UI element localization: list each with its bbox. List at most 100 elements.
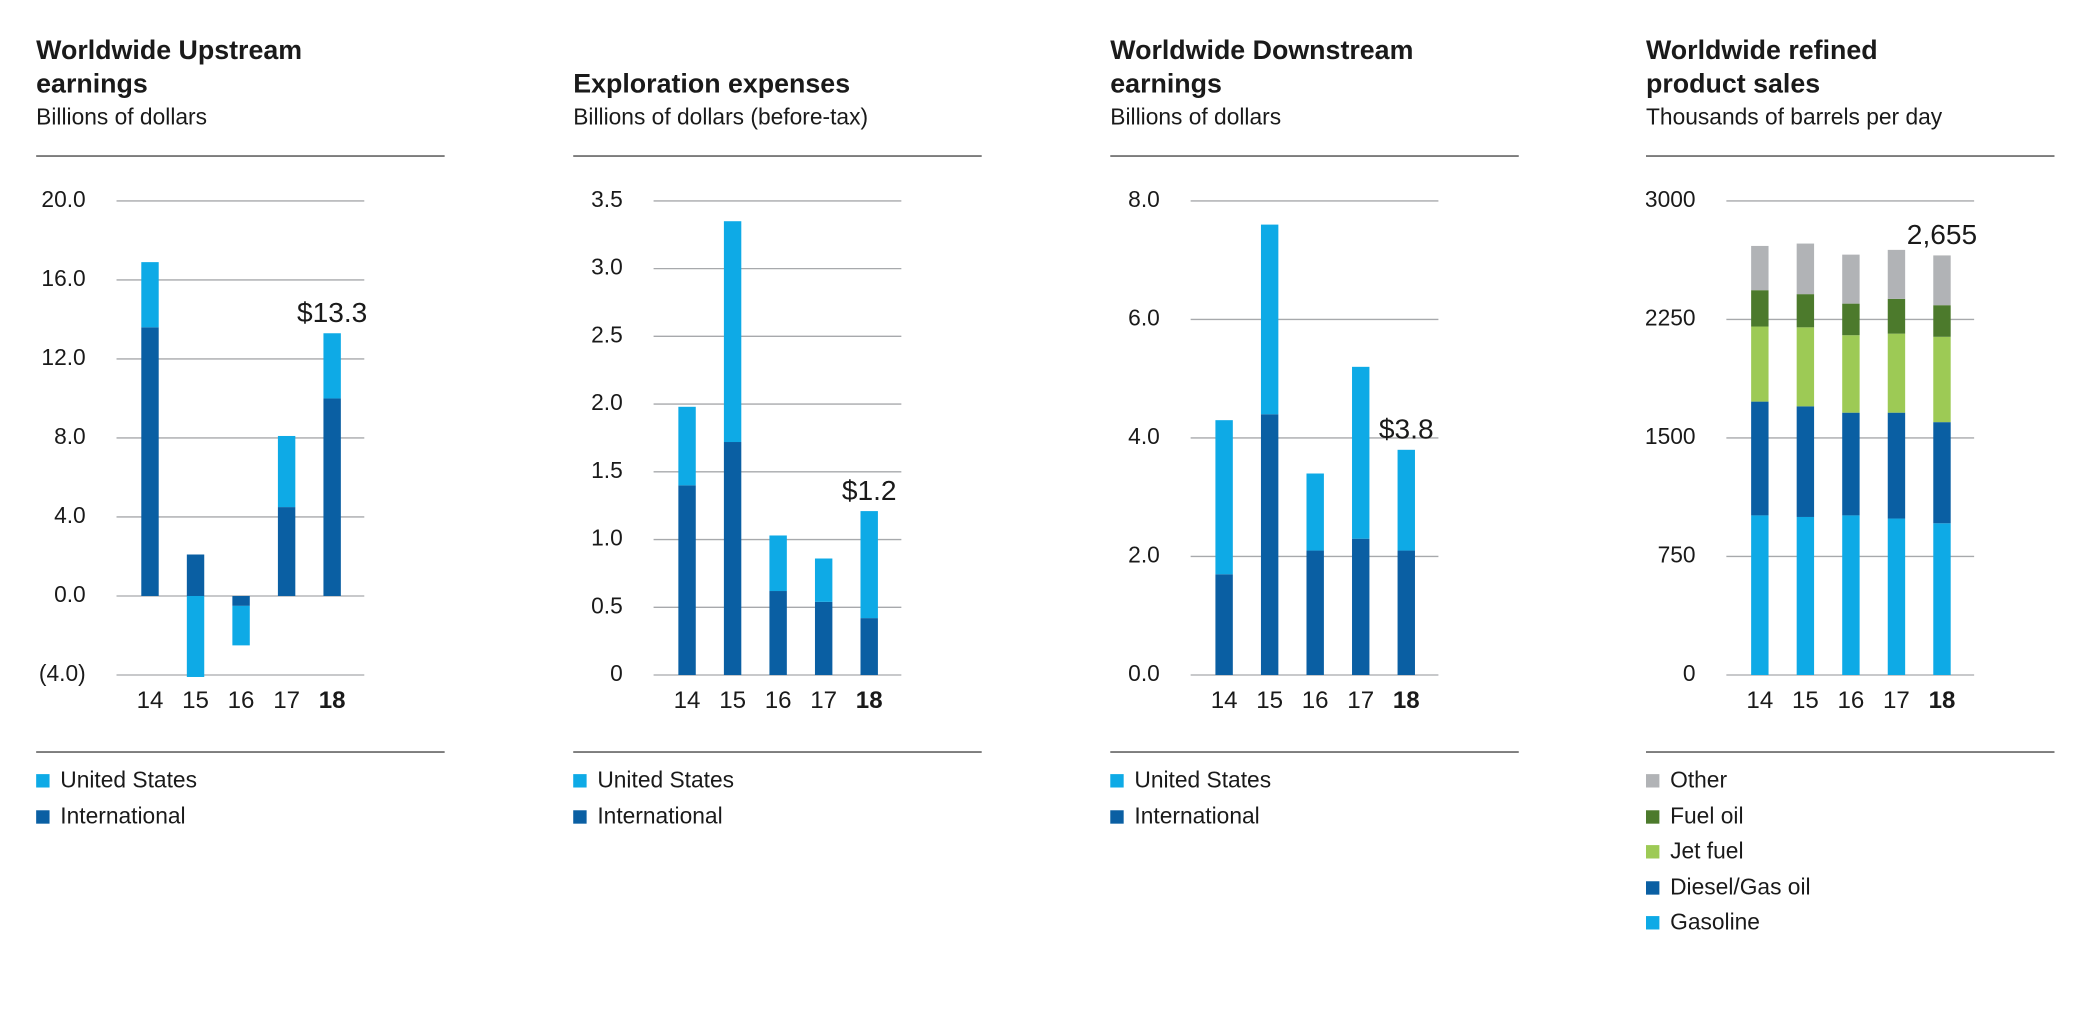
- bar-segment: [1842, 335, 1860, 413]
- title-box: Worldwide refined product sales: [1646, 32, 1967, 102]
- chart-title: Worldwide Upstream earnings: [36, 36, 303, 100]
- legend-item: Fuel oil: [1645, 799, 1811, 834]
- chart-title: Worldwide Downstream earnings: [1110, 36, 1414, 100]
- y-tick-label: 0.0: [54, 581, 86, 607]
- bar-segment: [1796, 294, 1815, 328]
- bar-segment: [1397, 550, 1415, 676]
- y-tick-label: 0: [610, 660, 623, 686]
- plot: 0.0 2.0 4.0 6.0 8.0 14 15 16 17 18 $3.8: [1128, 186, 1439, 714]
- legend-item: International: [573, 799, 734, 834]
- legend-swatch: [573, 809, 587, 824]
- bar-segment: [323, 398, 341, 596]
- bar-segment: [769, 591, 787, 676]
- legend: United States International: [573, 763, 734, 834]
- legend-label: Other: [1670, 767, 1728, 794]
- chart-title: Worldwide refined product sales: [1645, 36, 1878, 100]
- bar-segment: [1796, 327, 1815, 407]
- bar-segment: [1887, 518, 1906, 676]
- x-tick-label: 18: [856, 687, 883, 714]
- legend-label: Fuel oil: [1670, 803, 1744, 829]
- top-rule: [1110, 155, 1519, 157]
- legend-item: International: [1110, 799, 1271, 834]
- chart-panel: Worldwide Upstream earnings Billions of d…: [36, 0, 446, 1018]
- bar-segment: [1352, 366, 1370, 539]
- bar-segment: [1933, 523, 1951, 676]
- bar-segment: [1751, 326, 1769, 402]
- bar-segment: [1751, 515, 1769, 676]
- legend-swatch: [1645, 916, 1660, 930]
- x-tick-label: 15: [1792, 687, 1819, 714]
- bar-segment: [860, 511, 878, 619]
- y-tick-label: 4.0: [54, 502, 86, 528]
- bar-segment: [814, 601, 833, 676]
- plot: 0 0.5 1.0 1.5 2.0 2.5 3.0 3.5 14 15 16 17 18 $1.2: [591, 186, 902, 714]
- y-tick-label: 12.0: [41, 344, 85, 370]
- legend-label: Jet fuel: [1670, 838, 1744, 865]
- x-tick-label: 17: [810, 687, 837, 714]
- plot: (4.0) 0.0 4.0 8.0 12.0 16.0 20.0 14 15 16 17 18 $13.…: [39, 186, 367, 714]
- y-tick-label: 2.5: [591, 321, 623, 347]
- bar-segment: [1352, 538, 1370, 676]
- bar-segment: [277, 435, 296, 508]
- bar-segment: [1933, 336, 1951, 423]
- bottom-rule: [36, 751, 445, 753]
- bar-segment: [1215, 420, 1233, 575]
- bar-segment: [186, 554, 205, 596]
- bar-segment: [1933, 305, 1951, 337]
- bottom-rule: [1110, 751, 1519, 753]
- chart-subtitle: Billions of dollars: [1110, 104, 1282, 130]
- legend: United States International: [36, 763, 197, 834]
- bar-segment: [1215, 574, 1233, 676]
- bar-segment: [232, 595, 250, 606]
- bar-segment: [141, 327, 159, 596]
- bar-segment: [1842, 515, 1860, 676]
- y-tick-label: 0.0: [1128, 660, 1160, 686]
- x-tick-label: 14: [137, 687, 164, 714]
- bar-segment: [723, 442, 742, 676]
- x-tick-label: 18: [1929, 687, 1956, 714]
- legend: Other Fuel oil Jet fuel Diesel/Gas oil Gasol…: [1645, 763, 1811, 940]
- y-tick-label: 1.5: [591, 457, 623, 483]
- x-tick-label: 17: [1883, 687, 1910, 714]
- bar-segment: [769, 535, 787, 592]
- y-tick-label: 4.0: [1128, 423, 1160, 449]
- bar-segment: [860, 618, 878, 676]
- chart-subtitle: Thousands of barrels per day: [1645, 104, 1943, 130]
- title-box: Worldwide Downstream earnings: [1110, 32, 1431, 102]
- total-label: $1.2: [842, 475, 897, 506]
- y-tick-label: 1500: [1646, 423, 1696, 449]
- legend-swatch: [36, 774, 50, 788]
- legend-item: Other: [1645, 763, 1811, 798]
- bar-segment: [1751, 245, 1769, 291]
- x-tick-label: 16: [1838, 687, 1865, 714]
- legend-label: International: [597, 803, 723, 829]
- legend: United States International: [1110, 763, 1271, 834]
- x-tick-label: 16: [1302, 687, 1329, 714]
- legend-item: Diesel/Gas oil: [1645, 870, 1811, 905]
- y-tick-label: 3.5: [591, 186, 623, 212]
- bar-segment: [723, 221, 742, 443]
- legend-item: Gasoline: [1645, 905, 1811, 940]
- x-tick-label: 17: [1347, 687, 1374, 714]
- x-tick-label: 15: [182, 687, 209, 714]
- chart-panel: Worldwide refined product sales Thousands…: [1645, 0, 2056, 1018]
- bar-segment: [1842, 303, 1860, 336]
- total-label: $3.8: [1379, 413, 1434, 444]
- x-tick-label: 17: [273, 687, 300, 714]
- legend-item: United States: [36, 763, 197, 798]
- y-tick-label: 1.0: [591, 525, 623, 551]
- title-box: Worldwide Upstream earnings: [36, 32, 357, 102]
- legend-swatch: [36, 809, 50, 824]
- legend-item: Jet fuel: [1645, 834, 1811, 869]
- legend-label: United States: [597, 767, 735, 794]
- y-tick-label: 16.0: [41, 265, 85, 291]
- y-tick-label: 8.0: [1128, 186, 1160, 212]
- legend-swatch: [1110, 774, 1124, 788]
- chart-subtitle: Billions of dollars (before-tax): [573, 104, 869, 130]
- bar-segment: [1260, 414, 1279, 676]
- bar-segment: [186, 595, 205, 677]
- bar-segment: [1796, 406, 1815, 517]
- legend-label: Gasoline: [1670, 909, 1760, 936]
- legend-swatch: [573, 774, 587, 788]
- bar-segment: [1260, 224, 1279, 415]
